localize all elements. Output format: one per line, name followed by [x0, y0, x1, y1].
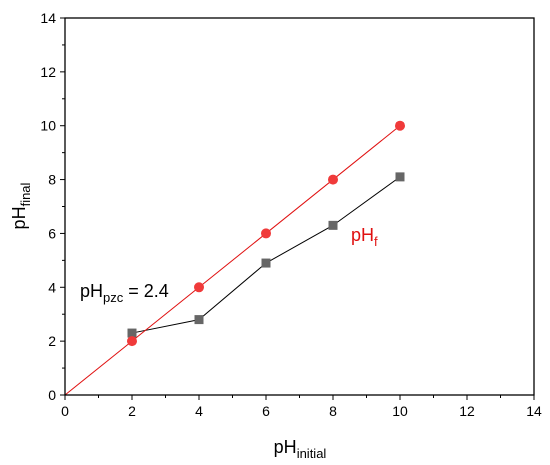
- x-tick-label: 10: [392, 403, 408, 419]
- data-point: [127, 328, 137, 338]
- axis-ticks: 0 2 4 6 8 10 12 14 0 2 4 6 8 10 12 14: [40, 10, 542, 419]
- plot-series: [64, 120, 405, 396]
- x-tick-label: 8: [329, 403, 337, 419]
- data-point: [194, 282, 204, 293]
- data-point: [328, 174, 338, 185]
- y-axis-label: pHfinal: [9, 182, 33, 229]
- x-tick-label: 2: [128, 403, 136, 419]
- y-tick-label: 6: [48, 225, 56, 241]
- x-axis-label: pHinitial: [274, 437, 327, 461]
- x-tick-label: 4: [195, 403, 203, 419]
- y-tick-label: 4: [48, 279, 56, 295]
- data-point: [127, 336, 137, 347]
- x-tick-label: 0: [61, 403, 69, 419]
- y-tick-label: 10: [40, 118, 56, 134]
- phf-series-label: pHf: [351, 225, 378, 249]
- y-tick-label: 14: [40, 10, 56, 26]
- x-tick-label: 6: [262, 403, 270, 419]
- plot-frame: [64, 17, 535, 396]
- y-tick-label: 2: [48, 333, 56, 349]
- data-point: [328, 220, 338, 230]
- y-tick-label: 0: [48, 387, 56, 403]
- series-line: [64, 125, 401, 396]
- pzc-annotation: pHpzc = 2.4: [80, 281, 169, 305]
- x-tick-label: 14: [526, 403, 542, 419]
- y-tick-label: 8: [48, 172, 56, 188]
- data-point: [261, 228, 271, 239]
- data-point: [194, 315, 204, 325]
- y-tick-label: 12: [40, 64, 56, 80]
- series-1: [64, 120, 405, 396]
- data-point: [395, 120, 405, 131]
- data-point: [395, 172, 405, 182]
- series-line: [131, 176, 401, 334]
- data-point: [261, 258, 271, 268]
- x-tick-label: 12: [459, 403, 475, 419]
- series-0: [127, 172, 405, 338]
